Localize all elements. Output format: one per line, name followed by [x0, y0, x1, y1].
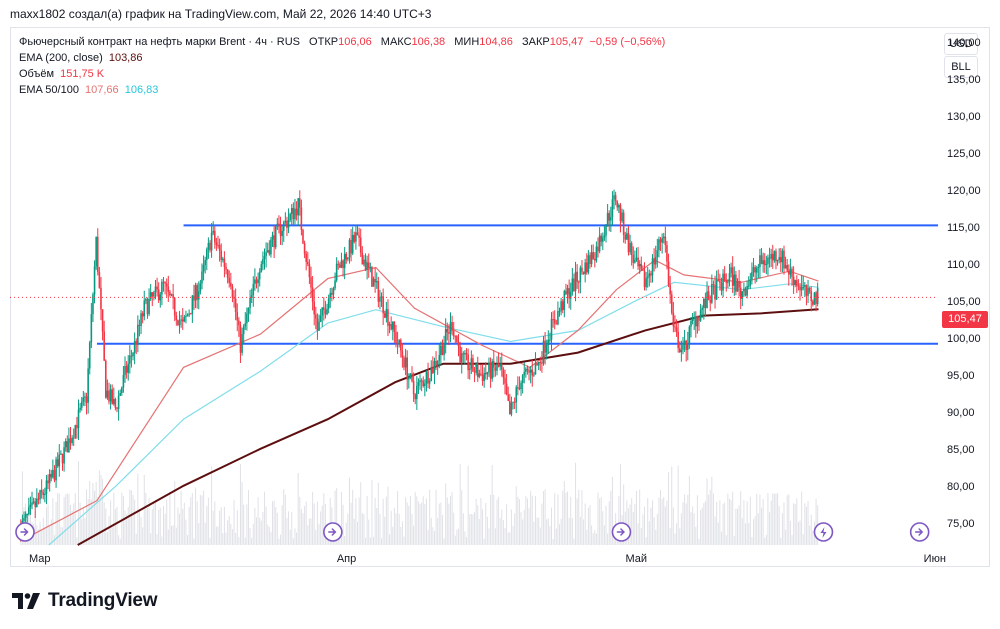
chart-caption: maxx1802 создал(а) график на TradingView… [10, 7, 432, 21]
ema50-value: 107,66 [85, 84, 119, 96]
tradingview-logo-icon [12, 593, 40, 609]
brand-name: TradingView [48, 590, 158, 611]
volume-value: 151,75 K [60, 68, 105, 80]
ema200-label: EMA (200, close) [19, 52, 103, 64]
chart-frame [10, 27, 990, 567]
tradingview-logo[interactable]: TradingView [12, 590, 158, 612]
instrument-name: Фьючерсный контракт на нефть марки Brent… [19, 36, 300, 48]
open-value: 106,06 [338, 36, 372, 48]
close-label: ЗАКР [521, 36, 550, 48]
last-price-tag: 105,47 [942, 311, 988, 328]
ema-pair-label: EMA 50/100 [19, 84, 79, 96]
legend-instrument-row: Фьючерсный контракт на нефть марки Brent… [19, 34, 665, 50]
unit-button[interactable]: BLL [944, 56, 978, 78]
currency-button[interactable]: USD [944, 33, 978, 55]
high-value: 106,38 [411, 36, 446, 48]
close-value: 105,47 [549, 36, 584, 48]
open-label: ОТКР [309, 36, 339, 48]
low-label: МИН [454, 36, 480, 48]
legend-ema200-row[interactable]: EMA (200, close) 103,86 [19, 50, 665, 66]
high-label: МАКС [380, 36, 412, 48]
legend-volume-row[interactable]: Объём 151,75 K [19, 66, 665, 82]
legend-ema-pair-row[interactable]: EMA 50/100 107,66 106,83 [19, 82, 665, 98]
change-value: −0,59 (−0,56%) [589, 36, 666, 48]
chart-legend: Фьючерсный контракт на нефть марки Brent… [19, 34, 665, 98]
ema100-value: 106,83 [124, 84, 159, 96]
low-value: 104,86 [479, 36, 513, 48]
volume-label: Объём [19, 68, 55, 80]
ema200-value: 103,86 [108, 52, 143, 64]
